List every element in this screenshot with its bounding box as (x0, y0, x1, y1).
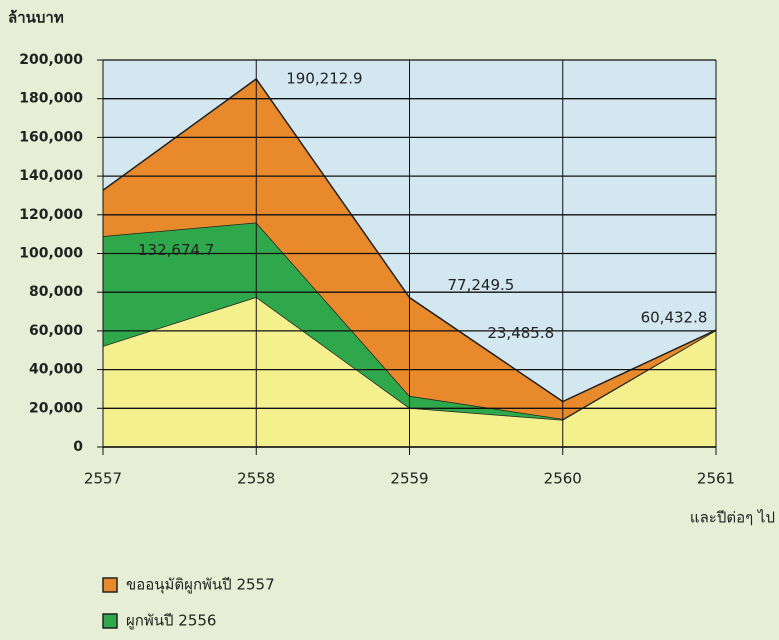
total-label: 77,249.5 (448, 276, 515, 294)
total-label: 190,212.9 (286, 69, 362, 87)
y-tick-label: 160,000 (19, 129, 83, 145)
total-label: 132,674.7 (138, 241, 214, 259)
y-tick-label: 100,000 (19, 246, 83, 262)
legend-label: ผูกพันปี 2556 (126, 612, 216, 630)
total-label: 23,485.8 (487, 324, 554, 342)
y-tick-label: 200,000 (19, 52, 83, 68)
x-tick-label: 2557 (84, 470, 122, 488)
x-tick-label: 2561 (697, 470, 735, 488)
y-tick-label: 40,000 (29, 362, 83, 378)
y-tick-label: 80,000 (29, 284, 83, 300)
y-tick-label: 140,000 (19, 168, 83, 184)
y-tick-label: 0 (73, 439, 83, 455)
x-tick-label: 2558 (237, 470, 275, 488)
x-axis-label: และปีต่อๆ ไป (690, 509, 775, 527)
legend-swatch (102, 577, 118, 593)
y-tick-label: 60,000 (29, 323, 83, 339)
x-tick-label: 2560 (544, 470, 582, 488)
x-tick-label: 2559 (390, 470, 428, 488)
total-label: 60,432.8 (641, 309, 708, 327)
y-axis-label: ล้านบาท (8, 9, 64, 27)
y-tick-label: 180,000 (19, 91, 83, 107)
legend-swatch (102, 613, 118, 629)
y-tick-label: 120,000 (19, 207, 83, 223)
legend-label: ขออนุมัติผูกพันปี 2557 (126, 576, 275, 595)
y-tick-label: 20,000 (29, 400, 83, 416)
